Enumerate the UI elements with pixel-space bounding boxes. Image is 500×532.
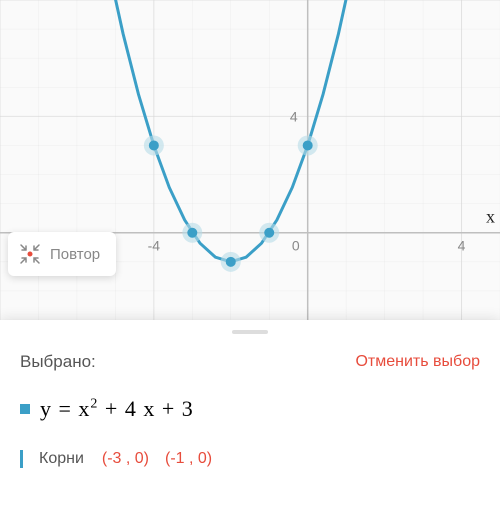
equation-row: y = x2 + 4 x + 3 (20, 396, 480, 422)
equation-color-swatch (20, 404, 30, 414)
repeat-label: Повтор (50, 246, 100, 263)
selection-panel: Выбрано: Отменить выбор y = x2 + 4 x + 3… (0, 320, 500, 532)
panel-header: Выбрано: Отменить выбор (20, 352, 480, 372)
cancel-selection-button[interactable]: Отменить выбор (355, 353, 480, 371)
svg-text:-4: -4 (148, 238, 161, 254)
svg-text:4: 4 (458, 238, 466, 254)
roots-row: Корни (-3 , 0) (-1 , 0) (20, 450, 480, 468)
svg-text:0: 0 (292, 238, 300, 254)
selected-label: Выбрано: (20, 352, 96, 372)
roots-values: (-3 , 0) (-1 , 0) (102, 450, 228, 468)
roots-label: Корни (39, 450, 84, 468)
svg-text:4: 4 (290, 108, 298, 124)
root-value: (-1 , 0) (165, 450, 212, 467)
repeat-icon (18, 242, 42, 266)
equation-text: y = x2 + 4 x + 3 (40, 396, 194, 422)
svg-text:x: x (486, 207, 495, 227)
drag-handle[interactable] (232, 330, 268, 334)
repeat-button[interactable]: Повтор (8, 232, 116, 276)
chart-area[interactable]: -4 4 0 4 x Повтор (0, 0, 500, 320)
root-value: (-3 , 0) (102, 450, 149, 467)
